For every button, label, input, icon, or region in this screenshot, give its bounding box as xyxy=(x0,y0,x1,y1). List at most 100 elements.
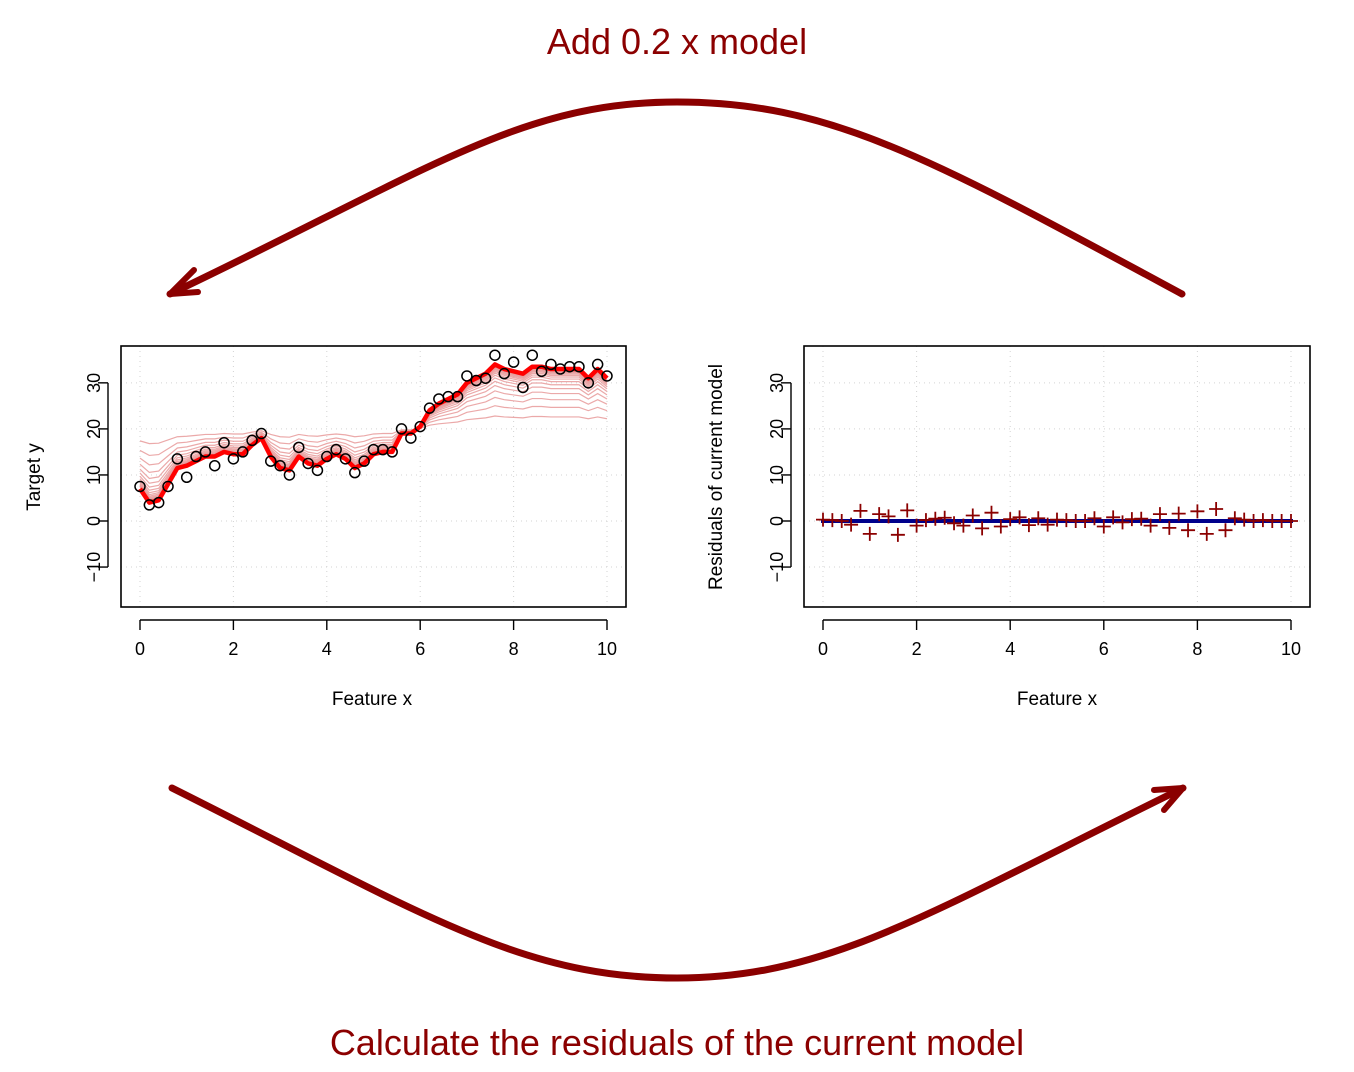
data-point xyxy=(302,457,314,470)
data-point xyxy=(414,420,426,433)
residual-marker xyxy=(1031,511,1046,526)
residual-marker xyxy=(834,514,849,528)
data-point xyxy=(218,436,230,449)
residual-marker xyxy=(825,513,840,528)
right-y-tick-label: 20 xyxy=(767,419,787,439)
data-point xyxy=(405,432,417,444)
residual-marker xyxy=(1087,511,1102,526)
bottom-arrow xyxy=(168,784,1187,982)
model-fit-chart: Feature x Target y 0 2 4 6 8 10 −10 0 10 20 30 xyxy=(24,345,627,710)
data-point xyxy=(190,450,202,463)
left-x-tick-label: 10 xyxy=(597,639,617,659)
bottom-arrow-head xyxy=(1151,785,1186,813)
left-x-tick-label: 0 xyxy=(135,639,145,659)
right-y-tick-label: 10 xyxy=(767,465,787,485)
top-caption: Add 0.2 x model xyxy=(547,21,807,62)
residual-marker xyxy=(918,513,933,528)
bottom-caption: Calculate the residuals of the current m… xyxy=(330,1022,1024,1063)
left-y-tick-label: 30 xyxy=(84,373,104,393)
data-point xyxy=(152,496,165,509)
residual-marker xyxy=(1227,511,1242,526)
residual-marker xyxy=(956,518,971,533)
residual-marker xyxy=(1171,506,1186,521)
residual-marker xyxy=(1059,513,1074,528)
data-point xyxy=(358,455,370,467)
right-x-tick-label: 6 xyxy=(1099,639,1109,659)
residual-marker xyxy=(1040,517,1055,532)
right-x-tick-label: 0 xyxy=(818,639,828,659)
iteration-curve xyxy=(139,415,608,445)
residual-marker xyxy=(890,527,905,542)
data-point xyxy=(535,365,548,378)
data-point xyxy=(395,423,408,435)
data-point xyxy=(227,453,240,465)
data-point xyxy=(311,464,324,477)
residual-marker xyxy=(1134,511,1149,526)
iteration-curve xyxy=(139,370,608,496)
iteration-curve xyxy=(139,380,608,484)
data-point xyxy=(134,480,146,493)
top-arrow xyxy=(166,98,1186,298)
data-point xyxy=(283,469,296,481)
residual-marker xyxy=(1246,514,1261,528)
data-point xyxy=(255,427,268,440)
residual-marker xyxy=(1152,507,1167,522)
right-y-tick-label: 0 xyxy=(767,516,787,526)
residual-marker xyxy=(975,521,990,536)
right-x-axis-label: Feature x xyxy=(1017,689,1098,710)
residual-marker xyxy=(937,510,952,525)
data-point xyxy=(293,441,305,454)
data-point xyxy=(507,356,520,368)
left-y-tick-label: 20 xyxy=(84,419,104,439)
data-point xyxy=(479,372,492,384)
residual-marker xyxy=(947,516,962,531)
bottom-arrow-curve xyxy=(168,784,1187,982)
right-x-tick-label: 4 xyxy=(1005,639,1015,659)
iteration-curve xyxy=(139,405,608,457)
data-point xyxy=(386,446,398,458)
residual-marker xyxy=(1021,518,1036,533)
residual-marker xyxy=(844,517,859,532)
left-y-tick-label: 10 xyxy=(84,465,104,485)
left-x-tick-label: 2 xyxy=(228,639,238,659)
left-x-tick-label: 4 xyxy=(322,639,332,659)
data-point xyxy=(246,434,258,447)
top-arrow-curve xyxy=(166,98,1186,298)
iteration-curve xyxy=(139,396,608,466)
data-point xyxy=(451,390,464,403)
residual-marker xyxy=(1143,518,1158,533)
data-point xyxy=(274,459,286,472)
right-x-tick-label: 8 xyxy=(1192,639,1202,659)
iteration-curve xyxy=(139,369,608,497)
residual-marker xyxy=(1096,519,1111,534)
data-point xyxy=(517,381,529,394)
left-x-tick-label: 8 xyxy=(509,639,519,659)
left-x-tick-label: 6 xyxy=(415,639,425,659)
left-y-axis-label: Target y xyxy=(24,443,45,511)
residual-marker xyxy=(872,507,887,522)
residual-marker xyxy=(900,503,915,518)
data-point xyxy=(199,446,212,458)
residual-marker xyxy=(1218,523,1233,538)
residual-marker xyxy=(881,509,896,524)
data-point xyxy=(330,443,342,456)
residual-marker xyxy=(1209,502,1224,517)
right-x-tick-label: 2 xyxy=(912,639,922,659)
data-point xyxy=(573,360,585,373)
data-point xyxy=(489,349,501,361)
residual-marker xyxy=(1284,514,1298,528)
residual-marker xyxy=(1181,523,1196,538)
data-point xyxy=(526,349,539,361)
data-point xyxy=(545,358,557,371)
iteration-curve xyxy=(139,374,608,491)
residual-marker xyxy=(965,508,980,523)
residual-marker xyxy=(1115,515,1130,530)
data-point xyxy=(236,446,249,458)
data-point xyxy=(601,370,613,382)
left-y-tick-label: −10 xyxy=(84,552,104,583)
left-x-axis-label: Feature x xyxy=(332,689,413,710)
data-point xyxy=(162,480,174,493)
data-point xyxy=(208,459,221,472)
data-point xyxy=(461,370,473,382)
right-plot-frame xyxy=(803,345,1311,608)
